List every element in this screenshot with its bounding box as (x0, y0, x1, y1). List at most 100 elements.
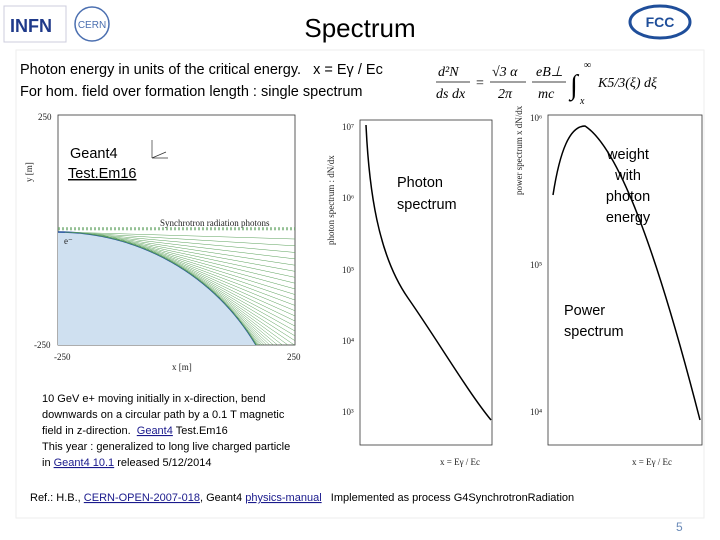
photon-ray (237, 318, 259, 346)
description-line: This year : generalized to long live cha… (42, 441, 290, 453)
text-run: Ref.: H.B., (30, 492, 84, 504)
y-axis-label: photon spectrum : dN/dx (326, 155, 336, 245)
photon-ray (164, 257, 296, 327)
logo-fcc: FCC (628, 4, 692, 40)
text-run: 10 GeV e+ moving initially in x-directio… (42, 393, 265, 405)
formula-part: 2π (498, 87, 513, 102)
shaded-region (58, 232, 256, 345)
axes-icon (151, 140, 168, 159)
photon-ray (112, 238, 296, 284)
formula-part: √3 α (492, 65, 518, 80)
formula-part: mc (538, 87, 555, 102)
y-axis-label: y [m] (24, 162, 34, 182)
photon-ray (71, 232, 296, 247)
y-tick-label: 10⁷ (342, 122, 354, 132)
figure-trajectory: y [m] 250 -250 -250 250 x [m] Geant4 Tes… (24, 112, 301, 372)
formula-part: = (476, 76, 484, 91)
text-run: downwards on a circular path by a 0.1 T … (42, 409, 285, 421)
text-run: released 5/12/2014 (114, 457, 211, 469)
y-tick-label: 10⁴ (530, 407, 542, 417)
formula-part: ds dx (436, 87, 466, 102)
y-tick-label: -250 (34, 340, 51, 350)
spectrum-curve (365, 124, 492, 421)
legend-label: Synchrotron radiation photons (160, 218, 270, 228)
logo-ring (628, 4, 692, 40)
photon-ray (151, 251, 296, 317)
photon-ray (204, 284, 278, 346)
photon-ray (242, 324, 258, 346)
formula-part: d²N (438, 65, 459, 80)
description-box (38, 386, 316, 472)
x-tick-label: 250 (287, 352, 301, 362)
photon-ray (105, 236, 296, 278)
photon-ray (198, 280, 283, 346)
formula-part: K5/3(ξ) dξ (597, 76, 657, 91)
description-line: in Geant4 10.1 released 5/12/2014 (42, 457, 211, 469)
photon-ray (233, 313, 261, 346)
logo-ring (74, 6, 110, 42)
annotation: weight (606, 147, 649, 163)
particle-label: e⁻ (64, 236, 73, 246)
photon-ray (187, 271, 295, 346)
y-tick-label: 10⁵ (342, 265, 354, 275)
formula-part: eB⊥ (536, 65, 563, 80)
photon-ray (92, 234, 296, 266)
description: 10 GeV e+ moving initially in x-directio… (42, 393, 290, 469)
text-run: Test.Em16 (173, 425, 228, 437)
x-axis-label: x = Eγ / Ec (440, 457, 480, 467)
plot-frame (359, 119, 493, 446)
photon-ray (157, 254, 296, 322)
x-axis-label: x = Eγ / Ec (632, 457, 672, 467)
annotation: energy (606, 210, 651, 226)
photon-ray (138, 246, 296, 306)
photon-ray (170, 261, 296, 332)
photon-ray (253, 341, 257, 346)
photon-ray (176, 264, 296, 337)
y-tick-label: 250 (38, 112, 52, 122)
reference: Ref.: H.B., CERN-OPEN-2007-018, Geant4 p… (30, 492, 574, 504)
logo-cern: CERN (74, 6, 110, 42)
photon-ray (64, 231, 296, 240)
text-run: , Geant4 (200, 492, 245, 504)
y-tick-label: 10⁶ (342, 193, 354, 203)
photon-ray (125, 242, 296, 295)
text-run: Implemented as process G4SynchrotronRadi… (322, 492, 575, 504)
formula: d²N ds dx = √3 α 2π eB⊥ mc ∫ ∞ x K5/3(ξ)… (436, 60, 657, 107)
photon-ray (181, 268, 296, 341)
logo-text: FCC (646, 14, 675, 30)
link: Geant4 (137, 425, 173, 437)
formula-part: ∞ (584, 60, 591, 71)
text-run: in (42, 457, 54, 469)
photon-ray (85, 233, 296, 260)
photon-ray (78, 232, 296, 253)
figure-power-spectrum: power spectrum x dN/dx 10⁶ 10⁵ 10⁴ x = E… (514, 105, 703, 467)
photon-ray (119, 240, 296, 290)
text-run: This year : generalized to long live cha… (42, 441, 290, 453)
description-line: field in z-direction. Geant4 Test.Em16 (42, 425, 228, 437)
x-axis-label: x [m] (172, 362, 192, 372)
y-tick-label: 10⁵ (530, 260, 542, 270)
photon-ray (145, 249, 296, 311)
photon-ray (214, 293, 271, 346)
y-tick-label: 10⁶ (530, 113, 542, 123)
link: CERN-OPEN-2007-018 (84, 492, 200, 504)
y-tick-label: 10⁴ (342, 336, 354, 346)
plot-frame (547, 114, 703, 446)
logo-box (3, 5, 67, 43)
photon-ray (99, 235, 296, 272)
intro-line: For hom. field over formation length : s… (20, 84, 363, 100)
formula-part: ∫ (568, 70, 580, 102)
annotation: photon (606, 189, 650, 205)
link: physics-manual (245, 492, 321, 504)
photon-ray (132, 244, 296, 301)
annotation: spectrum (397, 197, 457, 213)
title: Spectrum (304, 13, 415, 43)
logo-text: INFN (10, 16, 52, 36)
y-tick-label: 10³ (342, 407, 354, 417)
page-number: 5 (676, 520, 683, 534)
plot-title: spectrum (564, 324, 624, 340)
photon-ray (193, 275, 289, 346)
intro-line: Photon energy in units of the critical e… (20, 62, 383, 78)
formula-part: x (579, 96, 585, 107)
